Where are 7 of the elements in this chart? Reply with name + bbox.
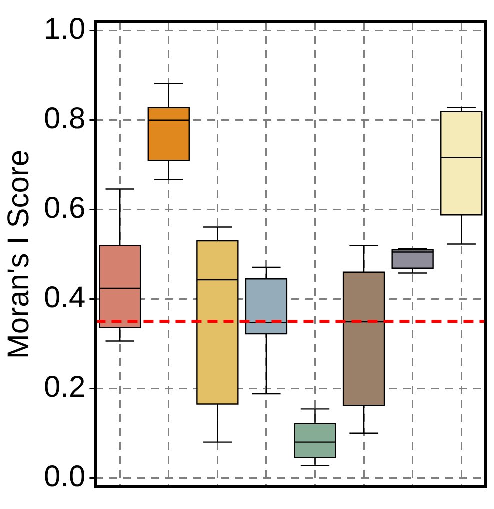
y-tick-label: 0.8 (44, 102, 86, 136)
y-tick-label: 0.6 (44, 192, 86, 226)
y-tick-label: 0.4 (44, 281, 86, 314)
y-axis-title: Moran's I Score (2, 150, 36, 360)
y-tick-label: 0.0 (44, 460, 86, 494)
y-tick-label: 1.0 (44, 13, 86, 46)
y-tick-label: 0.2 (44, 370, 86, 404)
